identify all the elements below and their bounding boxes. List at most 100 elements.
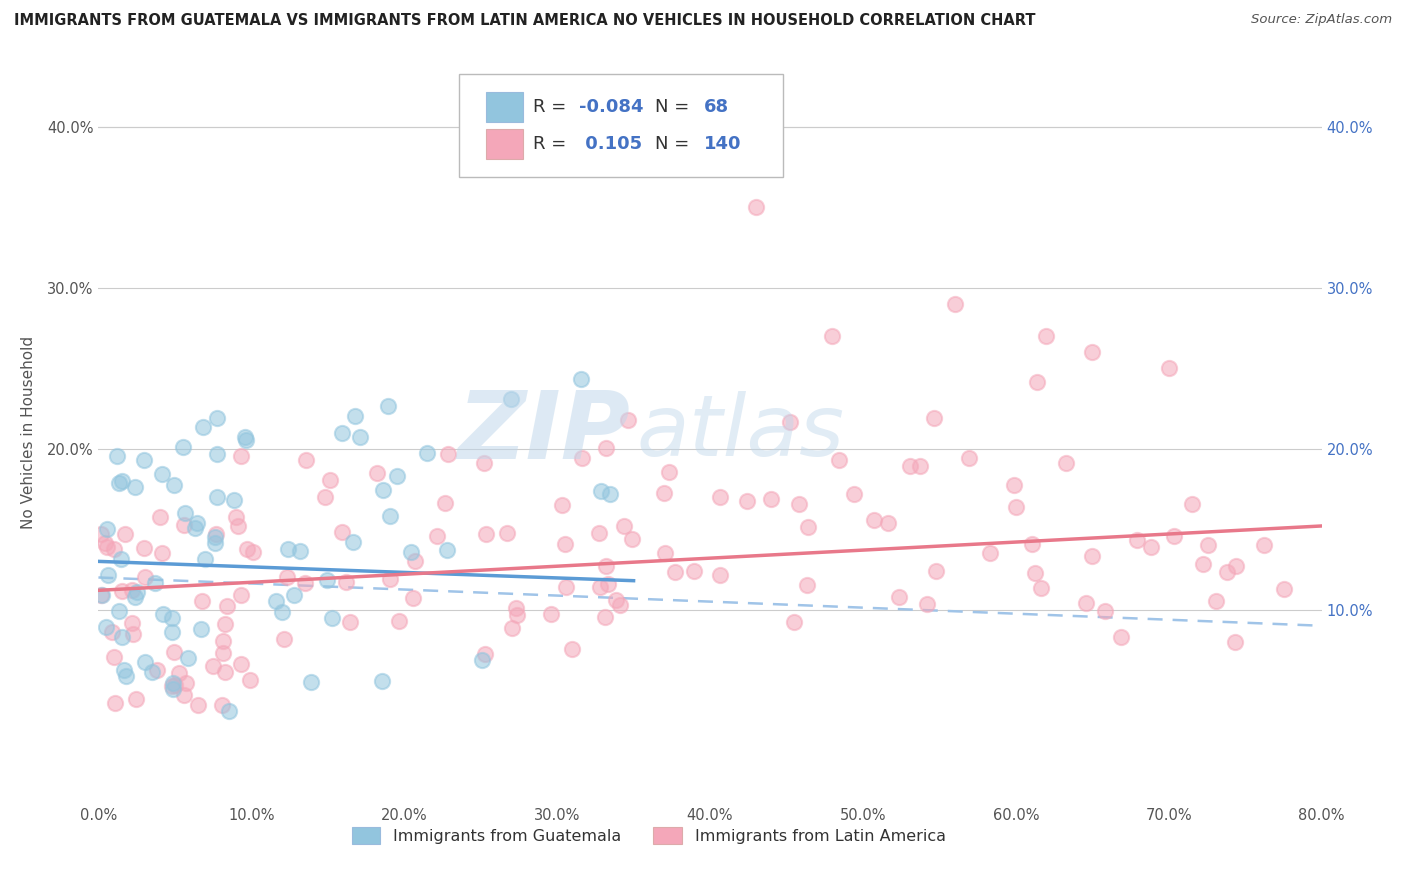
Point — [214, 665, 236, 680]
Point — [105, 449, 128, 463]
Point — [387, 469, 409, 483]
Point — [114, 669, 136, 683]
Point — [505, 601, 527, 615]
Point — [499, 392, 522, 406]
Point — [190, 594, 212, 608]
Point — [924, 411, 946, 425]
Point — [124, 590, 146, 604]
Point — [925, 564, 948, 578]
Point — [709, 568, 731, 582]
Point — [474, 647, 496, 661]
Point — [294, 575, 316, 590]
Point — [103, 650, 125, 665]
Point — [94, 620, 117, 634]
Point — [593, 610, 616, 624]
Point — [93, 536, 115, 550]
Point — [1157, 361, 1180, 376]
Point — [595, 441, 617, 455]
Point — [1163, 529, 1185, 543]
Point — [433, 495, 456, 509]
Point — [1272, 582, 1295, 597]
FancyBboxPatch shape — [486, 129, 523, 159]
Point — [1024, 566, 1046, 581]
Point — [174, 506, 197, 520]
Point — [107, 475, 129, 490]
Point — [162, 676, 184, 690]
Point — [779, 415, 801, 429]
Point — [591, 483, 613, 498]
Point — [588, 525, 610, 540]
Point — [134, 541, 156, 556]
Point — [160, 611, 183, 625]
Point — [404, 554, 426, 568]
Point — [169, 666, 191, 681]
Point — [134, 570, 156, 584]
Point — [163, 645, 186, 659]
Point — [501, 621, 523, 635]
Point — [380, 508, 402, 523]
Point — [290, 543, 312, 558]
Text: IMMIGRANTS FROM GUATEMALA VS IMMIGRANTS FROM LATIN AMERICA NO VEHICLES IN HOUSEH: IMMIGRANTS FROM GUATEMALA VS IMMIGRANTS … — [14, 13, 1036, 29]
Point — [472, 456, 495, 470]
Point — [236, 542, 259, 557]
Point — [436, 543, 458, 558]
Point — [828, 453, 851, 467]
Point — [124, 692, 146, 706]
Point — [915, 597, 938, 611]
Point — [1076, 596, 1098, 610]
Point — [226, 519, 249, 533]
Point — [186, 516, 208, 531]
Point — [821, 329, 844, 343]
Point — [134, 656, 156, 670]
Point — [1192, 557, 1215, 571]
Point — [399, 545, 422, 559]
Point — [162, 625, 184, 640]
Point — [979, 546, 1001, 560]
Point — [96, 540, 118, 554]
Text: 68: 68 — [704, 98, 730, 116]
Point — [97, 568, 120, 582]
Point — [201, 658, 224, 673]
Point — [887, 590, 910, 604]
Point — [190, 622, 212, 636]
Point — [783, 615, 806, 629]
Point — [652, 486, 675, 500]
Point — [1223, 634, 1246, 648]
Point — [112, 663, 135, 677]
Point — [141, 665, 163, 679]
Text: atlas: atlas — [637, 391, 845, 475]
Point — [554, 537, 576, 551]
Point — [759, 491, 782, 506]
Point — [91, 588, 114, 602]
Point — [377, 399, 399, 413]
Text: 0.105: 0.105 — [579, 135, 643, 153]
Y-axis label: No Vehicles in Household: No Vehicles in Household — [21, 336, 35, 529]
Point — [177, 651, 200, 665]
Point — [172, 440, 194, 454]
Point — [271, 605, 294, 619]
Point — [191, 420, 214, 434]
Point — [339, 615, 361, 629]
Text: N =: N = — [655, 98, 695, 116]
Point — [224, 493, 246, 508]
Point — [114, 527, 136, 541]
Point — [683, 565, 706, 579]
Point — [205, 490, 228, 504]
Point — [239, 673, 262, 687]
Point — [1225, 558, 1247, 573]
Point — [235, 433, 257, 447]
Point — [571, 450, 593, 465]
Point — [229, 657, 252, 671]
Point — [796, 577, 818, 591]
Point — [426, 529, 449, 543]
Point — [1035, 329, 1057, 343]
Point — [163, 478, 186, 492]
Point — [125, 585, 148, 599]
Point — [1205, 594, 1227, 608]
Point — [273, 632, 295, 646]
Point — [1025, 375, 1047, 389]
Point — [205, 527, 228, 541]
Text: -0.084: -0.084 — [579, 98, 644, 116]
Point — [229, 588, 252, 602]
Point — [1197, 538, 1219, 552]
